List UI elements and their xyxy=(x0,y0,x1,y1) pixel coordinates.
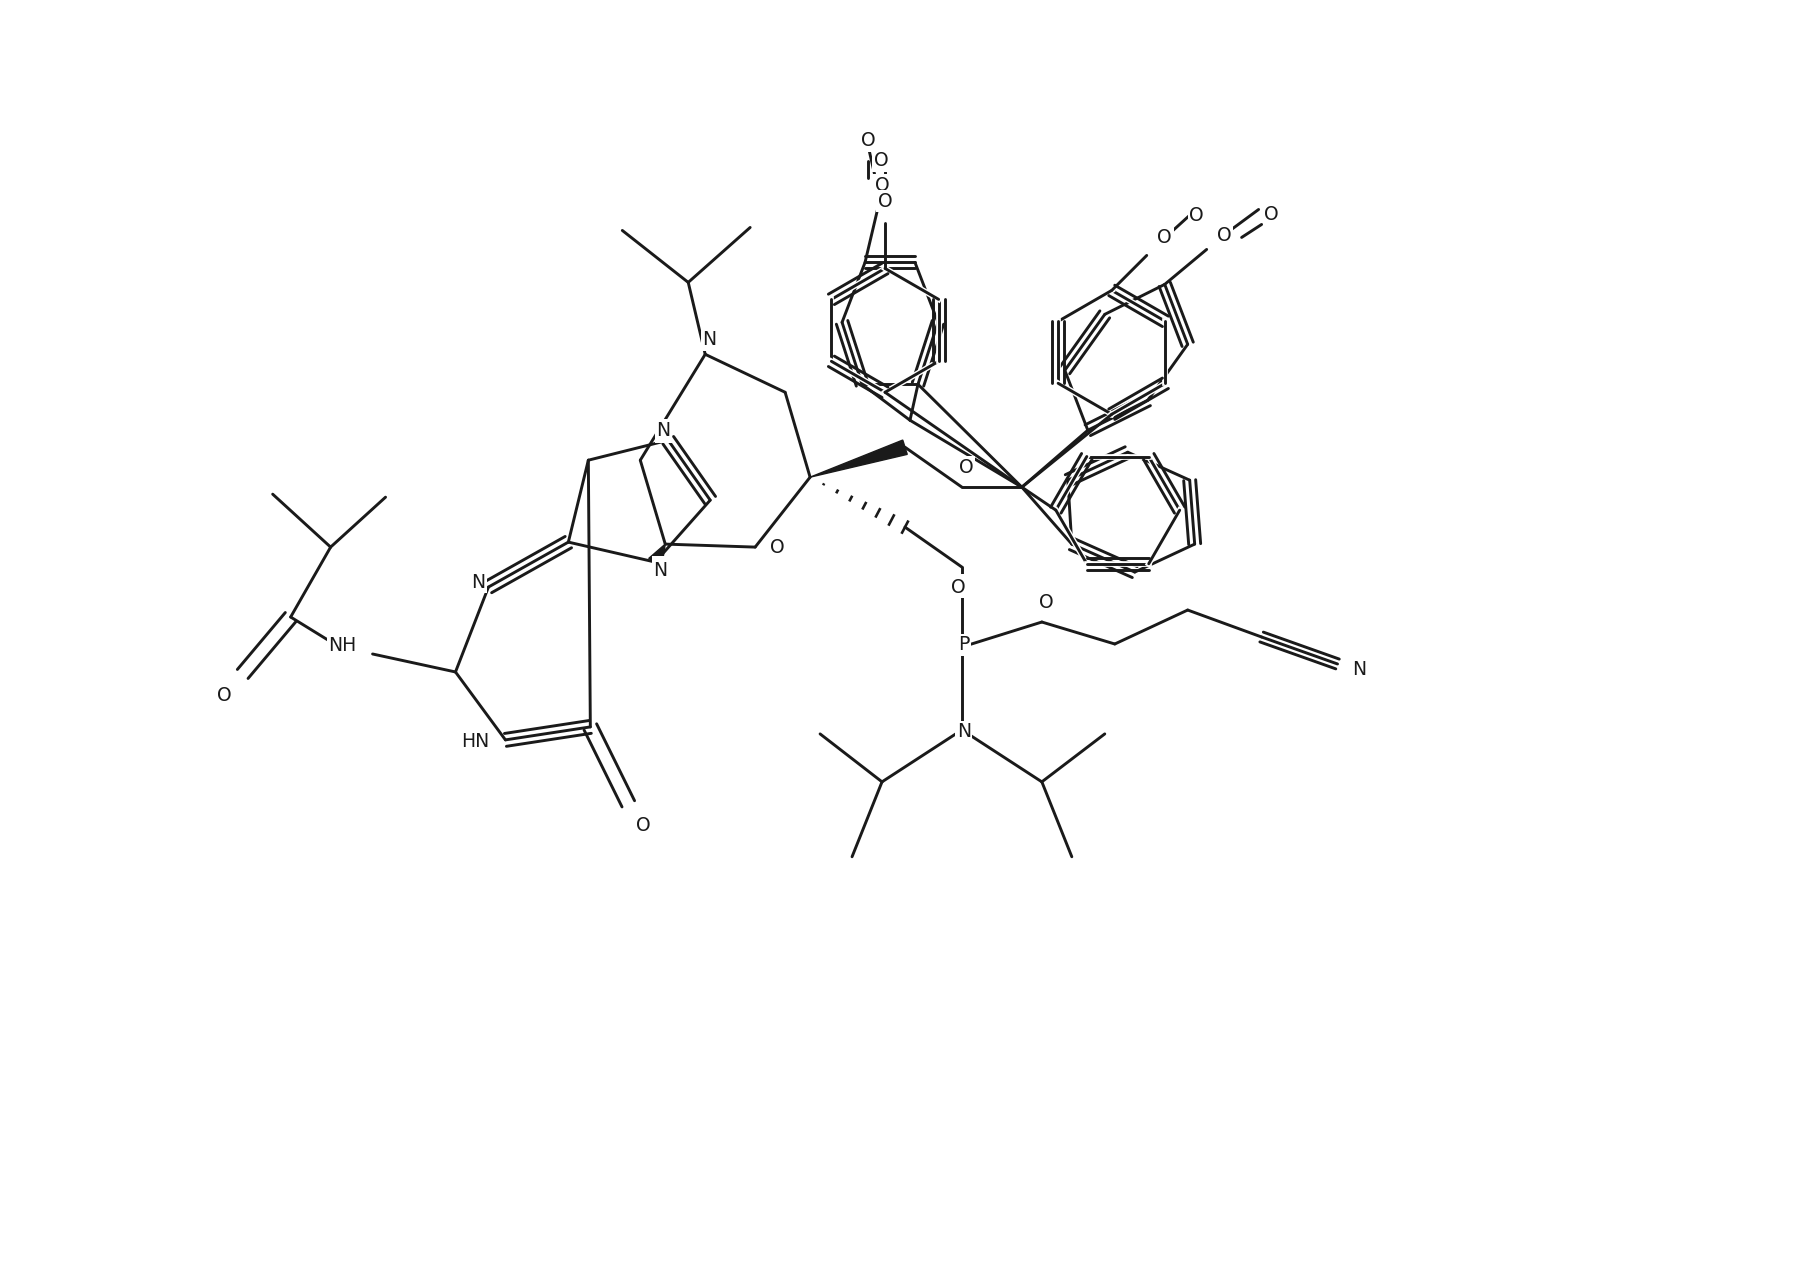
Text: O: O xyxy=(1039,592,1053,612)
Text: O: O xyxy=(218,686,232,705)
Text: N: N xyxy=(657,420,670,440)
Text: O: O xyxy=(875,176,889,195)
Text: NH: NH xyxy=(328,636,356,655)
Text: N: N xyxy=(702,329,716,349)
Text: O: O xyxy=(635,817,650,836)
Text: O: O xyxy=(873,151,889,171)
Text: P: P xyxy=(958,636,970,655)
Text: NH: NH xyxy=(331,636,360,655)
Text: N: N xyxy=(653,558,668,577)
Text: O: O xyxy=(860,131,875,150)
Text: N: N xyxy=(657,423,670,442)
Text: O: O xyxy=(770,537,785,556)
Text: N: N xyxy=(1352,660,1366,679)
Polygon shape xyxy=(648,544,666,565)
Text: O: O xyxy=(959,460,974,478)
Polygon shape xyxy=(810,440,907,477)
Text: N: N xyxy=(958,722,970,741)
Text: O: O xyxy=(959,458,974,477)
Text: N: N xyxy=(653,560,668,579)
Text: O: O xyxy=(1190,206,1204,224)
Text: O: O xyxy=(1039,592,1053,612)
Text: N: N xyxy=(472,573,486,591)
Text: O: O xyxy=(770,536,785,555)
Text: N: N xyxy=(472,573,486,591)
Text: N: N xyxy=(704,331,716,350)
Text: O: O xyxy=(950,576,965,595)
Text: N: N xyxy=(958,722,970,741)
Text: P: P xyxy=(958,636,970,655)
Text: O: O xyxy=(878,192,893,212)
Text: O: O xyxy=(950,578,965,596)
Text: N: N xyxy=(1352,660,1366,679)
Text: HN: HN xyxy=(463,731,491,750)
Text: O: O xyxy=(1157,228,1172,247)
Text: O: O xyxy=(634,817,648,836)
Text: O: O xyxy=(1264,205,1280,224)
Text: O: O xyxy=(1217,226,1231,245)
Text: O: O xyxy=(220,685,234,704)
Text: HN: HN xyxy=(461,732,490,751)
